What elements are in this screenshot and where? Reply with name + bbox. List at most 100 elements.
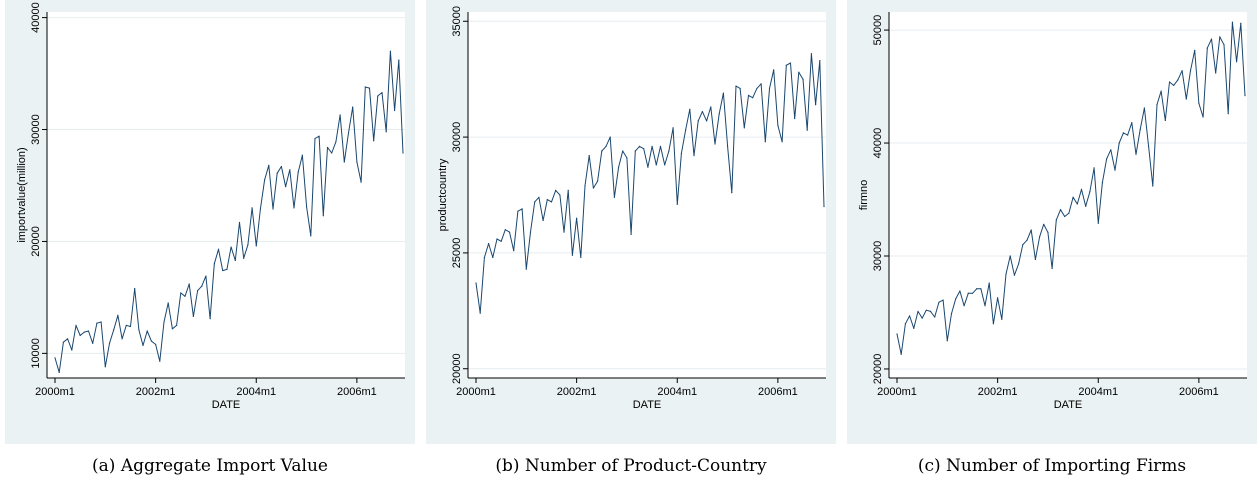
y-tick-label-a-2: 30000 [30, 114, 42, 145]
data-point-a-45 [243, 257, 245, 259]
data-point-a-67 [335, 141, 337, 143]
data-point-c-45 [1085, 205, 1087, 207]
data-point-a-46 [247, 244, 249, 246]
data-point-b-36 [626, 157, 628, 159]
data-point-b-62 [735, 85, 737, 87]
x-tick-label-b-3: 2006m1 [758, 386, 798, 398]
y-axis-title-b: productcountry [437, 158, 449, 231]
data-point-a-23 [150, 340, 153, 342]
x-axis-title-c: DATE [1054, 399, 1083, 411]
data-point-a-73 [360, 181, 362, 183]
data-point-b-16 [542, 219, 544, 222]
data-point-c-6 [921, 317, 923, 319]
data-point-b-65 [747, 94, 750, 96]
data-point-c-44 [1080, 188, 1083, 190]
data-point-b-13 [529, 231, 532, 233]
y-tick-label-b-1: 25000 [451, 238, 463, 269]
data-point-b-38 [634, 150, 636, 152]
data-point-a-32 [188, 283, 190, 285]
data-point-c-20 [980, 288, 982, 290]
data-point-b-76 [794, 117, 796, 120]
chart-panel-c: 20000 30000 40000 50000 2000m1 2002m1 2004m1 20… [847, 0, 1257, 444]
data-point-c-32 [1030, 229, 1032, 231]
data-point-a-80 [389, 50, 392, 52]
data-point-c-35 [1043, 223, 1045, 225]
chart-b: 20000 25000 30000 35000 2000m1 2002m1 2004m1 20… [437, 6, 826, 411]
data-point-a-53 [276, 172, 278, 174]
data-point-b-55 [706, 120, 708, 122]
data-point-c-81 [1236, 61, 1238, 63]
data-point-c-16 [963, 305, 965, 307]
data-point-b-18 [550, 201, 553, 203]
data-point-c-34 [1038, 236, 1041, 238]
data-point-c-75 [1210, 38, 1213, 40]
data-point-c-71 [1194, 49, 1196, 52]
data-point-a-33 [192, 315, 194, 318]
data-point-a-62 [314, 137, 316, 140]
data-point-b-63 [739, 87, 741, 90]
data-point-a-72 [356, 161, 358, 163]
data-point-a-58 [297, 171, 299, 173]
chart-c: 20000 30000 40000 50000 2000m1 2002m1 2004m1 20… [858, 12, 1247, 411]
x-tick-label-c-0: 2000m1 [877, 386, 917, 398]
data-point-b-43 [655, 164, 657, 166]
data-point-c-42 [1072, 196, 1074, 198]
data-point-b-74 [785, 64, 787, 66]
data-point-c-59 [1143, 107, 1145, 109]
data-point-b-52 [693, 155, 695, 157]
data-point-c-66 [1173, 84, 1175, 87]
data-point-c-10 [938, 301, 940, 303]
data-point-b-78 [802, 78, 804, 80]
data-point-a-30 [180, 292, 182, 294]
data-point-a-29 [175, 324, 178, 326]
data-point-c-50 [1106, 158, 1108, 160]
data-point-b-19 [555, 189, 557, 191]
y-tick-label-c-2: 40000 [872, 128, 884, 159]
x-tick-label-b-0: 2000m1 [456, 386, 496, 398]
data-point-a-10 [96, 322, 98, 324]
data-point-c-46 [1089, 191, 1091, 193]
data-point-a-75 [368, 87, 371, 89]
y-tick-label-a-0: 10000 [30, 338, 42, 369]
data-point-c-0 [896, 333, 898, 335]
caption-a: (a) Aggregate Import Value [92, 456, 328, 476]
data-point-b-72 [777, 124, 779, 127]
data-point-a-69 [343, 161, 345, 163]
data-point-b-44 [659, 145, 662, 147]
data-point-a-12 [104, 366, 106, 368]
data-point-c-64 [1164, 119, 1166, 122]
data-point-b-15 [538, 196, 540, 198]
data-point-c-30 [1022, 244, 1024, 246]
data-point-a-9 [92, 342, 94, 344]
data-point-b-40 [643, 148, 645, 150]
data-point-c-17 [967, 292, 969, 294]
data-point-a-47 [251, 207, 253, 209]
data-point-b-33 [613, 196, 615, 198]
data-point-a-65 [326, 146, 329, 149]
x-tick-label-a-3: 2006m1 [337, 386, 377, 398]
data-point-a-71 [352, 106, 354, 108]
series-line-b [475, 53, 825, 314]
data-point-b-66 [752, 97, 754, 99]
data-point-a-70 [347, 132, 350, 134]
series-line-a [54, 50, 404, 373]
data-point-c-1 [900, 353, 902, 355]
data-point-b-1 [479, 312, 481, 314]
chart-panel-a: 10000 20000 30000 40000 2000m1 2002m1 2004m1 20… [5, 0, 415, 444]
plot-area-c [889, 12, 1247, 378]
y-tick-label-b-0: 20000 [451, 353, 463, 384]
data-point-c-27 [1009, 255, 1011, 257]
data-point-b-8 [508, 231, 511, 233]
data-point-b-17 [546, 199, 548, 201]
data-point-b-51 [689, 108, 691, 110]
data-point-b-12 [525, 268, 527, 270]
data-point-c-55 [1127, 134, 1129, 136]
data-point-a-19 [134, 287, 136, 290]
data-point-a-22 [146, 330, 148, 332]
data-point-a-13 [108, 342, 111, 344]
x-tick-label-b-1: 2002m1 [557, 386, 597, 398]
data-point-a-7 [83, 331, 85, 333]
data-point-c-80 [1231, 21, 1234, 23]
data-point-b-46 [668, 150, 670, 152]
data-point-b-11 [521, 208, 523, 210]
